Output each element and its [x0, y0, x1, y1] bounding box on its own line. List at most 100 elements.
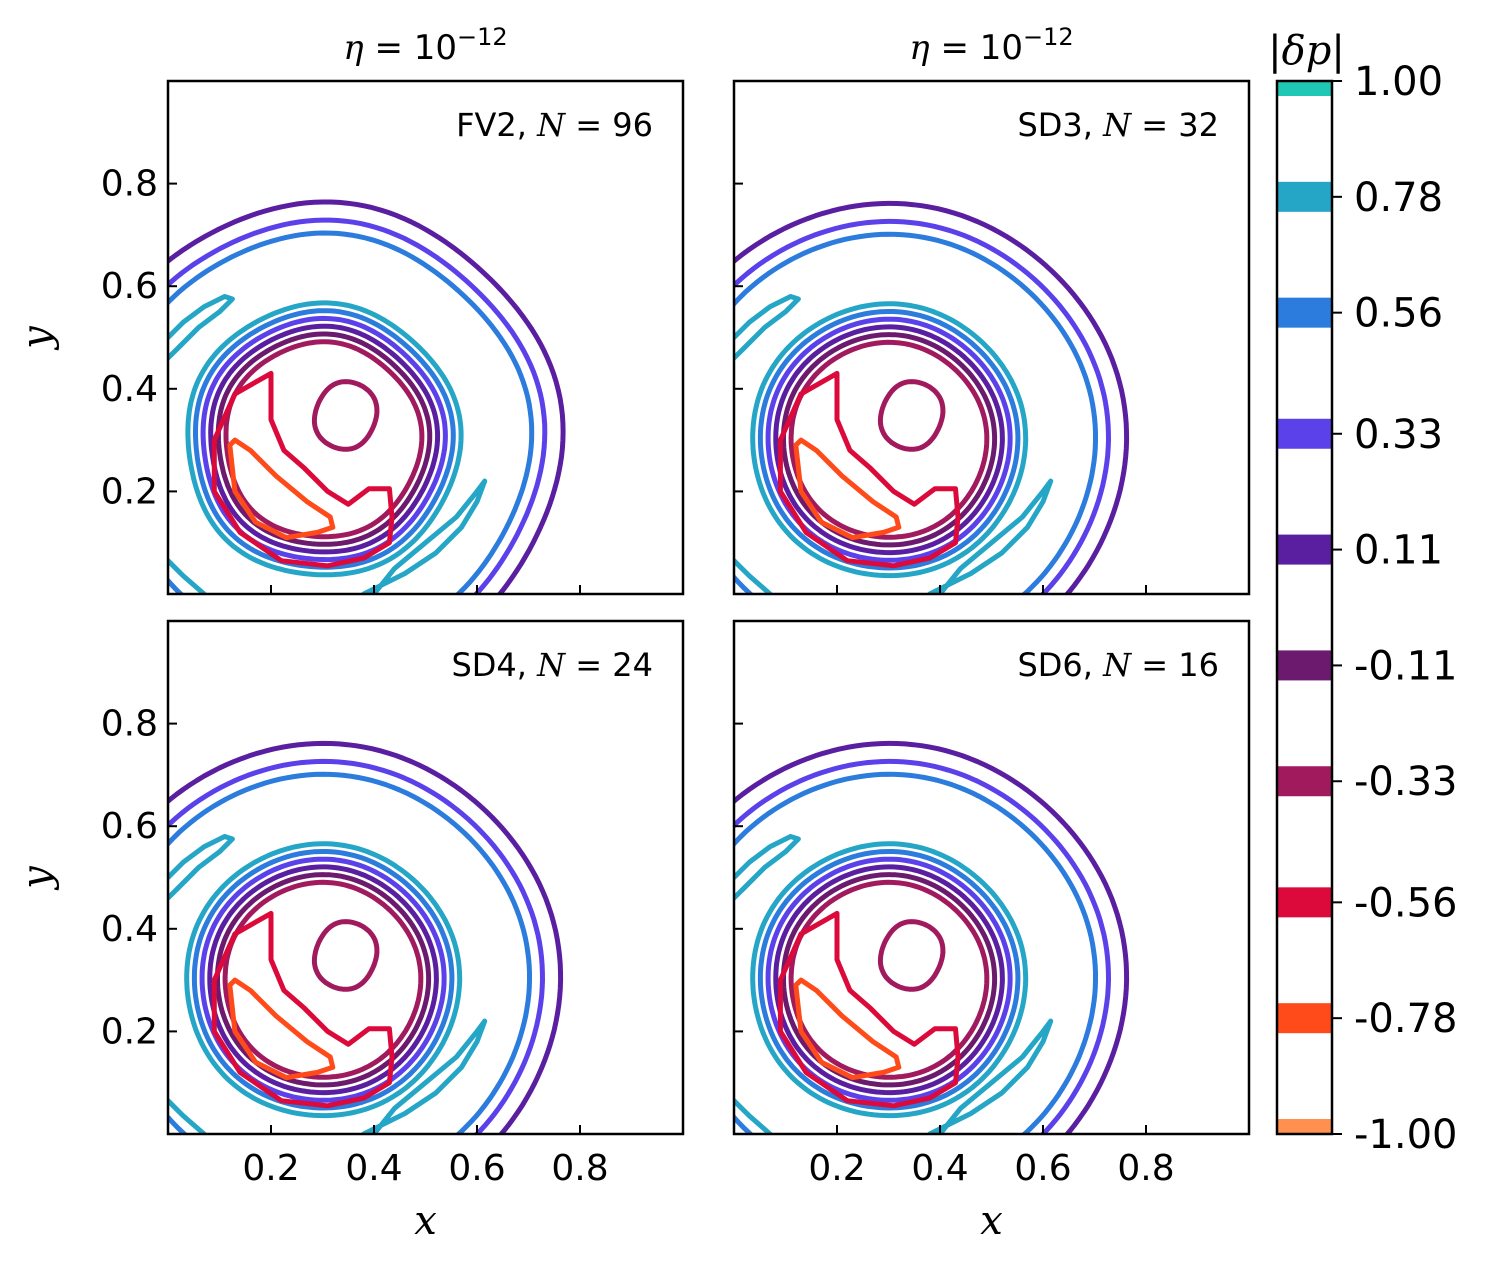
contour-ring — [781, 332, 998, 548]
colorbar: 1.00 0.78 0.56 0.33 0.11 -0.11 -0.33 -0.56 -0.78… — [1268, 28, 1457, 1158]
y-tick-label: 0.2 — [101, 1011, 158, 1052]
contour-arc_top_left — [734, 834, 801, 901]
colorbar-band — [1277, 534, 1332, 565]
contour-arc_bottom_left — [168, 1098, 207, 1134]
colorbar-tick-label: -0.11 — [1354, 643, 1458, 689]
panels-group: 0.2 0.4 0.6 0.8 y η = 10−12 FV2, N = 96 η = 10−… — [14, 23, 1251, 1244]
panel-2: η = 10−12 SD3, N = 32 — [732, 23, 1251, 596]
y-tick-label: 0.4 — [101, 909, 158, 950]
contour-blob — [311, 379, 380, 452]
contour-ring — [215, 331, 433, 547]
colorbar-tick-label: 0.11 — [1354, 528, 1443, 574]
colorbar-frame — [1275, 79, 1334, 1136]
y-tick-label: 0.6 — [101, 266, 158, 307]
x-tick-label: 0.6 — [448, 1148, 505, 1189]
panel-title: η = 10−12 — [909, 23, 1073, 68]
x-tick-label: 0.4 — [911, 1148, 968, 1189]
contour-ring — [750, 841, 1029, 1119]
colorbar-tick-label: 0.33 — [1354, 412, 1443, 458]
contour-lines — [168, 740, 564, 1134]
contour-ring — [168, 199, 566, 594]
panel-3: 0.2 0.4 0.6 0.8 0.2 0.4 0.6 0.8 x y SD4, N = 24 — [14, 619, 685, 1244]
contour-ring — [788, 339, 990, 540]
contour-c_shape — [777, 370, 961, 569]
contour-ring — [734, 758, 1111, 1134]
contour-ring — [757, 849, 1021, 1111]
contour-ring — [185, 300, 464, 578]
contour-ring — [757, 309, 1021, 571]
contour-ring — [208, 323, 441, 555]
contour-ring — [781, 872, 998, 1088]
contour-arc_bottom_left — [734, 558, 773, 594]
contour-ring — [193, 308, 456, 570]
contour-lines — [734, 200, 1130, 594]
x-tick-label: 0.8 — [1117, 1148, 1174, 1189]
y-tick-label: 0.4 — [101, 369, 158, 410]
panel-annotation: FV2, N = 96 — [456, 106, 653, 144]
contour-blob — [311, 919, 380, 992]
colorbar-band — [1277, 81, 1332, 96]
colorbar-band — [1277, 181, 1332, 212]
axes-frame — [166, 619, 685, 1136]
x-tick-label: 0.2 — [808, 1148, 865, 1189]
contour-arc_top_left — [734, 294, 801, 361]
y-tick-label: 0.8 — [101, 164, 158, 205]
panel-annotation: SD4, N = 24 — [451, 646, 653, 684]
contour-ring — [788, 879, 990, 1080]
contour-arc_top_left — [168, 834, 235, 901]
contour-ring — [734, 771, 1098, 1134]
contour-ring — [223, 339, 425, 540]
contour-lines — [734, 740, 1130, 1134]
colorbar-band — [1277, 887, 1332, 918]
y-axis-label: y — [14, 865, 60, 891]
contour-ring — [750, 301, 1029, 579]
axes-frame — [732, 79, 1251, 596]
contour-c_shape — [211, 370, 395, 569]
colorbar-tick-label: -1.00 — [1354, 1112, 1458, 1158]
colorbar-title: |δp| — [1268, 28, 1345, 74]
contour-crescent — [227, 977, 336, 1081]
contour-arc_bottom_right — [927, 1018, 1054, 1134]
contour-c_shape — [211, 910, 395, 1109]
contour-arc_top_left — [168, 294, 235, 361]
x-axis-label: x — [414, 1198, 437, 1244]
contour-c_shape — [777, 910, 961, 1109]
panel-4: 0.2 0.4 0.6 0.8 x SD6, N = 16 — [732, 619, 1251, 1244]
colorbar-tick-label: -0.33 — [1354, 759, 1458, 805]
y-tick-label: 0.6 — [101, 806, 158, 847]
panel-title: η = 10−12 — [343, 23, 507, 68]
contour-ring — [168, 217, 548, 594]
colorbar-band — [1277, 418, 1332, 449]
axes-frame — [732, 619, 1251, 1136]
colorbar-tick-label: -0.56 — [1354, 880, 1458, 926]
contour-ring — [168, 230, 535, 594]
contour-arc_bottom_right — [361, 1018, 488, 1134]
contour-ring — [734, 200, 1130, 594]
panel-1: 0.2 0.4 0.6 0.8 y η = 10−12 FV2, N = 96 — [14, 23, 685, 596]
contour-lines — [168, 199, 566, 594]
colorbar-tick-label: 1.00 — [1354, 59, 1443, 105]
x-tick-label: 0.6 — [1014, 1148, 1071, 1189]
colorbar-tick-label: 0.56 — [1354, 291, 1443, 337]
contour-ring — [734, 218, 1111, 594]
y-axis-label: y — [14, 325, 60, 351]
colorbar-band — [1277, 650, 1332, 681]
contour-ring — [168, 771, 532, 1134]
contour-ring — [734, 231, 1098, 594]
contour-ring — [215, 872, 432, 1088]
y-tick-label: 0.8 — [101, 704, 158, 745]
colorbar-tick-label: 0.78 — [1354, 175, 1443, 221]
contour-arc_bottom_left — [734, 1098, 773, 1134]
contour-blob — [877, 919, 946, 992]
x-axis-label: x — [980, 1198, 1003, 1244]
x-tick-label: 0.2 — [242, 1148, 299, 1189]
colorbar-band — [1277, 766, 1332, 797]
y-tick-label: 0.2 — [101, 471, 158, 512]
contour-crescent — [793, 437, 902, 541]
x-tick-label: 0.8 — [551, 1148, 608, 1189]
contour-arc_bottom_right — [361, 478, 488, 594]
x-tick-label: 0.4 — [345, 1148, 402, 1189]
contour-crescent — [793, 977, 902, 1081]
contour-ring — [773, 324, 1005, 556]
